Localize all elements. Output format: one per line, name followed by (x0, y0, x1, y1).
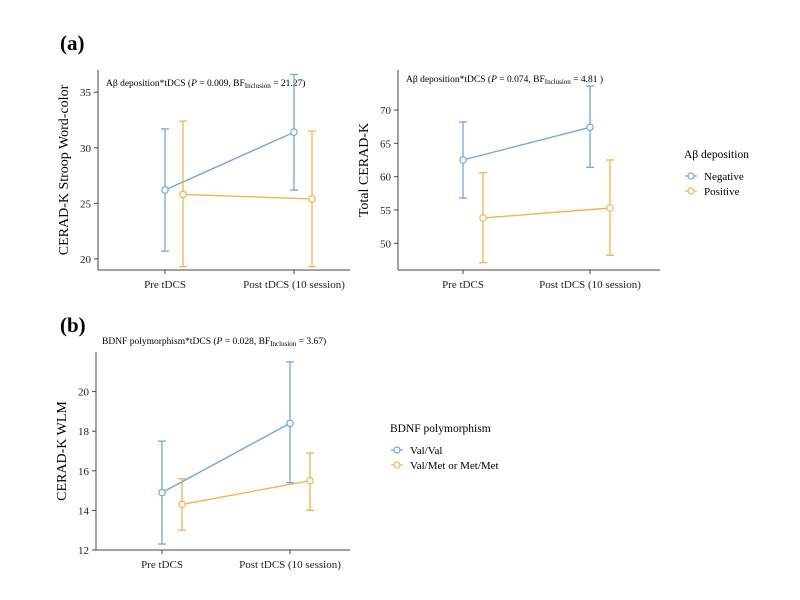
x-tick-label: Post tDCS (10 session) (539, 279, 641, 291)
chart-total-cerad-k: 50 55 60 65 70 Pre tDCS Post tDCS (10 session)… (357, 70, 660, 291)
legend-item-label: Negative (704, 171, 744, 183)
legend-key-marker (393, 446, 401, 454)
y-tick-label: 14 (78, 505, 90, 517)
y-tick-label: 12 (78, 545, 89, 557)
y-axis-title: Total CERAD-K (357, 123, 372, 217)
x-tick-label: Pre tDCS (442, 279, 484, 291)
y-axis-title: CERAD-K WLM (55, 401, 70, 501)
legend-title: Aβ deposition (684, 149, 749, 161)
data-point (178, 500, 186, 509)
y-tick-label: 55 (380, 205, 392, 217)
data-point (306, 476, 314, 485)
data-point (479, 214, 487, 222)
series-line (482, 207, 611, 219)
y-tick-label: 65 (380, 138, 392, 150)
x-tick-label: Pre tDCS (144, 279, 186, 291)
series-line (462, 126, 591, 161)
chart-stroop-word-color: 20 25 30 35 Pre tDCS Post tDCS (10 session) CE… (57, 70, 350, 291)
legend-key-marker (687, 187, 695, 195)
data-point (290, 128, 298, 137)
x-tick-label: Post tDCS (10 session) (243, 279, 345, 291)
data-point (459, 156, 467, 164)
y-tick-label: 50 (380, 238, 392, 250)
panel-label-b: (b) (60, 313, 86, 337)
data-point (179, 190, 187, 199)
x-tick-label: Post tDCS (10 session) (239, 559, 341, 571)
y-tick-label: 30 (80, 143, 92, 155)
data-point (158, 488, 166, 497)
y-tick-label: 16 (78, 466, 90, 478)
legend-item-label: Val/Met or Met/Met (410, 460, 499, 472)
interaction-annotation: Aβ deposition*tDCS (P = 0.009, BFInclusi… (106, 78, 305, 90)
y-tick-label: 18 (78, 426, 90, 438)
legend-title: BDNF polymorphism (390, 423, 491, 435)
data-point (586, 123, 594, 132)
y-tick-label: 35 (80, 87, 92, 99)
series-line (181, 480, 311, 506)
y-tick-label: 25 (80, 198, 92, 210)
series-line (164, 131, 295, 191)
series-line (161, 422, 291, 494)
interaction-annotation: BDNF polymorphism*tDCS (P = 0.028, BFInc… (102, 336, 326, 348)
legend-item-label: Positive (704, 186, 740, 198)
y-tick-label: 70 (380, 105, 392, 117)
data-point (286, 419, 294, 428)
y-axis-title: CERAD-K Stroop Word-color (57, 84, 72, 255)
panel-label-a: (a) (60, 31, 85, 55)
data-point (161, 186, 169, 194)
interaction-annotation: Aβ deposition*tDCS (P = 0.074, BFInclusi… (406, 74, 603, 86)
legend-bdnf-polymorphism: BDNF polymorphism Val/Val Val/Met or Met/M… (390, 423, 499, 472)
series-line (182, 193, 313, 200)
legend-item-label: Val/Val (410, 445, 442, 457)
y-tick-label: 20 (80, 254, 92, 266)
y-tick-label: 60 (380, 172, 392, 184)
legend-key-marker (393, 461, 401, 469)
legend-abeta-deposition: Aβ deposition Negative Positive (684, 149, 749, 198)
data-point (606, 204, 614, 212)
legend-key-marker (687, 172, 695, 180)
chart-cerad-k-wlm: 12 14 16 18 20 Pre tDCS Post tDCS (10 session)… (55, 336, 350, 571)
data-point (308, 195, 316, 203)
y-tick-label: 20 (78, 387, 90, 399)
x-tick-label: Pre tDCS (141, 559, 183, 571)
